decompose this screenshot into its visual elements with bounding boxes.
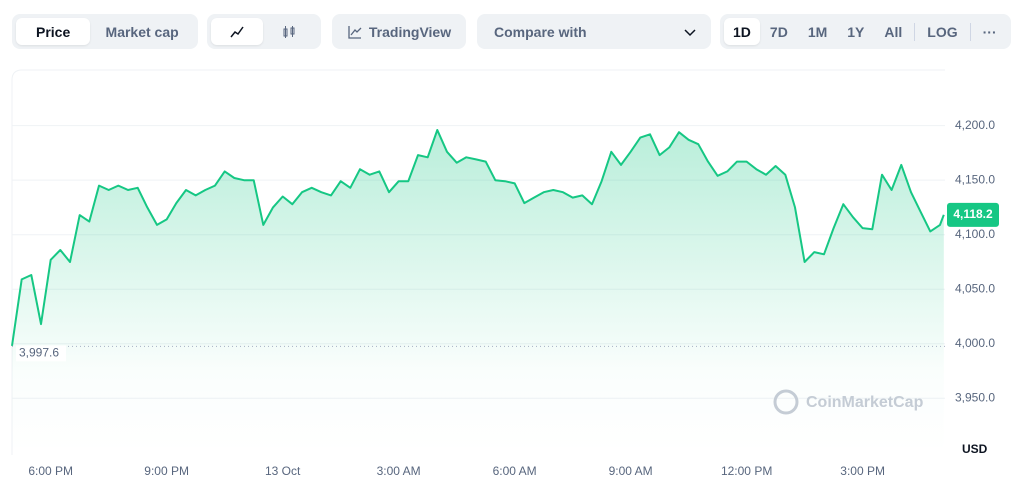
- reference-label-bg: [16, 345, 66, 362]
- range-button[interactable]: 1M: [807, 23, 828, 40]
- range-toggle: 1D 7D 1M 1Y All LOG ···: [720, 14, 1011, 49]
- watermark-logo: [773, 389, 799, 415]
- y-tick-label: 4,150.0: [955, 172, 995, 186]
- log-button[interactable]: LOG: [927, 23, 958, 40]
- market-cap-button[interactable]: Market cap: [105, 23, 179, 40]
- y-unit: USD: [962, 442, 988, 456]
- price-line: [11, 129, 945, 347]
- tv-icon: [348, 25, 362, 39]
- y-tick-label: 4,200.0: [955, 118, 995, 132]
- last-price-label: 4,118.2: [953, 207, 993, 221]
- chevron: [684, 28, 696, 36]
- chart-style-toggle: [207, 14, 321, 49]
- x-tick-label: 6:00 PM: [28, 464, 73, 478]
- line-icon: [230, 26, 244, 37]
- x-tick-label: 12:00 PM: [721, 464, 772, 478]
- range-button[interactable]: 1Y: [847, 23, 865, 40]
- line-chart-button[interactable]: [211, 18, 263, 45]
- tradingview-label: TradingView: [368, 23, 452, 40]
- tradingview-button[interactable]: TradingView: [332, 14, 466, 49]
- x-tick-label: 9:00 PM: [144, 464, 189, 478]
- chart-frame: [11, 69, 945, 455]
- candle-chart-button[interactable]: [263, 18, 315, 45]
- y-tick-label: 4,000.0: [955, 336, 995, 350]
- price-toggle: Price Market cap: [12, 14, 198, 49]
- reference-label: 3,997.6: [19, 346, 59, 360]
- y-tick-label: 3,950.0: [955, 390, 995, 404]
- watermark: CoinMarketCap: [806, 394, 924, 411]
- range-button[interactable]: All: [884, 23, 903, 40]
- compare-select[interactable]: Compare with: [477, 14, 711, 49]
- candle-icon: [283, 25, 295, 38]
- range-button[interactable]: 7D: [769, 23, 788, 40]
- x-tick-label: 3:00 PM: [840, 464, 885, 478]
- x-tick-label: 3:00 AM: [377, 464, 421, 478]
- separator: [969, 22, 971, 41]
- more-button[interactable]: ···: [982, 23, 997, 40]
- y-tick-label: 4,050.0: [955, 281, 995, 295]
- area-fill: [12, 130, 944, 455]
- y-tick-label: 4,100.0: [955, 227, 995, 241]
- x-tick-label: 13 Oct: [265, 464, 301, 478]
- price-button[interactable]: Price: [16, 18, 91, 45]
- x-tick-label: 6:00 AM: [493, 464, 537, 478]
- separator: [914, 22, 916, 41]
- x-tick-label: 9:00 AM: [609, 464, 653, 478]
- last-price-tag: [947, 202, 999, 227]
- range-button[interactable]: 1D: [724, 18, 760, 45]
- compare-label: Compare with: [494, 23, 587, 40]
